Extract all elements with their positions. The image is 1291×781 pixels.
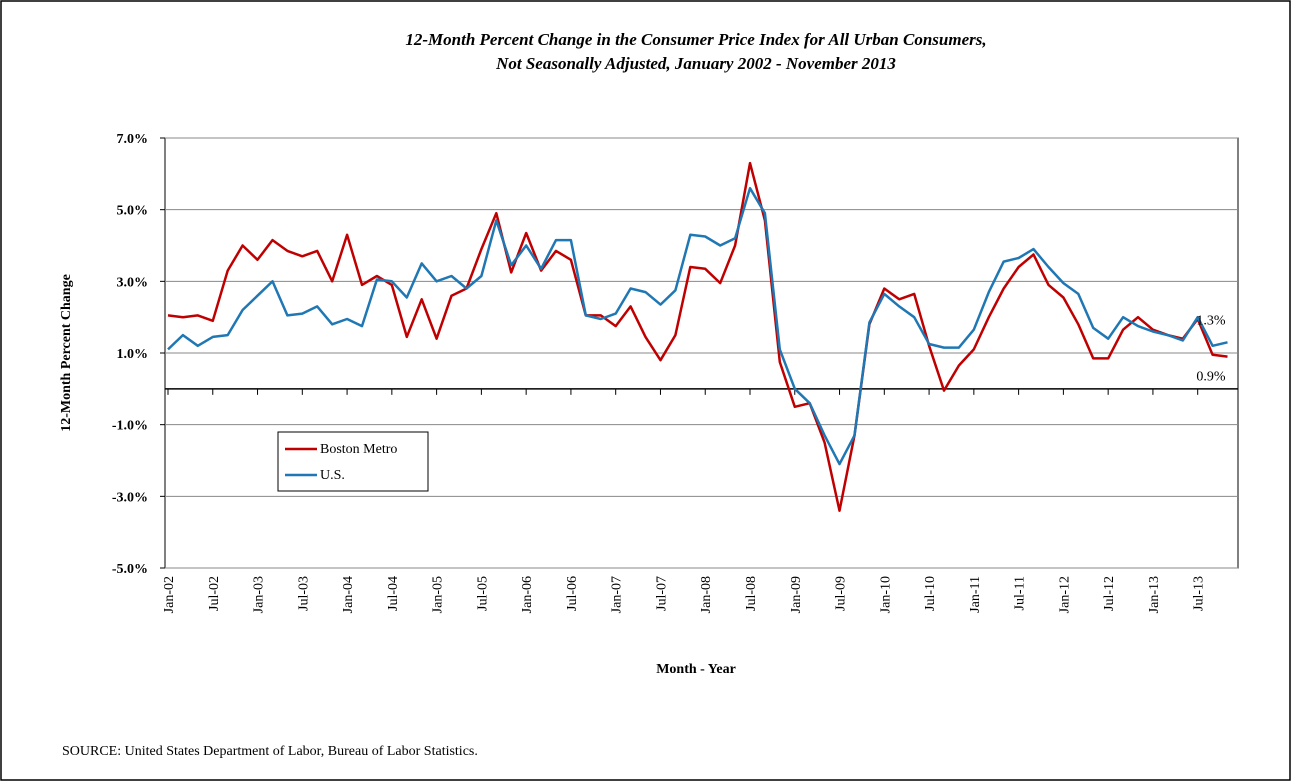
x-tick-label: Jul-03	[296, 576, 311, 611]
x-tick-label: Jul-10	[923, 576, 938, 611]
y-tick-label: -3.0%	[112, 490, 148, 505]
x-tick-label: Jan-05	[431, 576, 446, 613]
y-tick-label: 5.0%	[117, 204, 149, 219]
legend-label: U.S.	[320, 468, 345, 483]
x-tick-label: Jul-06	[565, 576, 580, 611]
x-tick-label: Jul-08	[744, 576, 759, 611]
series-line	[167, 161, 1228, 512]
x-tick-label: Jul-11	[1013, 576, 1028, 610]
x-tick-label: Jan-09	[789, 576, 804, 613]
chart-subtitle: Not Seasonally Adjusted, January 2002 - …	[495, 54, 896, 73]
x-tick-label: Jul-02	[207, 576, 222, 611]
value-label: 0.9%	[1196, 370, 1226, 385]
x-tick-label: Jan-10	[878, 576, 893, 613]
x-tick-label: Jul-13	[1192, 576, 1207, 611]
x-tick-label: Jul-04	[386, 576, 401, 611]
x-axis-title: Month - Year	[656, 662, 736, 677]
x-tick-label: Jan-04	[341, 576, 356, 613]
source-note: SOURCE: United States Department of Labo…	[62, 744, 478, 759]
x-tick-label: Jul-07	[654, 576, 669, 611]
x-tick-label: Jan-08	[699, 576, 714, 613]
y-axis-title: 12-Month Percent Change	[59, 274, 74, 432]
series-line	[167, 186, 1228, 466]
x-tick-label: Jan-13	[1147, 576, 1162, 613]
x-tick-label: Jan-11	[968, 576, 983, 613]
y-tick-label: 7.0%	[117, 132, 149, 147]
x-tick-label: Jan-12	[1057, 576, 1072, 613]
y-tick-label: 1.0%	[117, 347, 149, 362]
y-tick-label: -1.0%	[112, 419, 148, 434]
x-tick-label: Jan-06	[520, 576, 535, 613]
x-tick-label: Jul-05	[475, 576, 490, 611]
chart-title: 12-Month Percent Change in the Consumer …	[405, 30, 986, 49]
x-tick-label: Jan-03	[252, 576, 267, 613]
x-tick-label: Jul-09	[834, 576, 849, 611]
y-tick-label: -5.0%	[112, 562, 148, 577]
legend-box	[277, 431, 429, 492]
x-tick-label: Jan-07	[610, 576, 625, 613]
x-tick-label: Jan-02	[162, 576, 177, 613]
value-label: 1.3%	[1196, 313, 1226, 328]
y-tick-label: 3.0%	[117, 275, 149, 290]
x-tick-label: Jul-12	[1102, 576, 1117, 611]
legend-label: Boston Metro	[320, 442, 397, 457]
